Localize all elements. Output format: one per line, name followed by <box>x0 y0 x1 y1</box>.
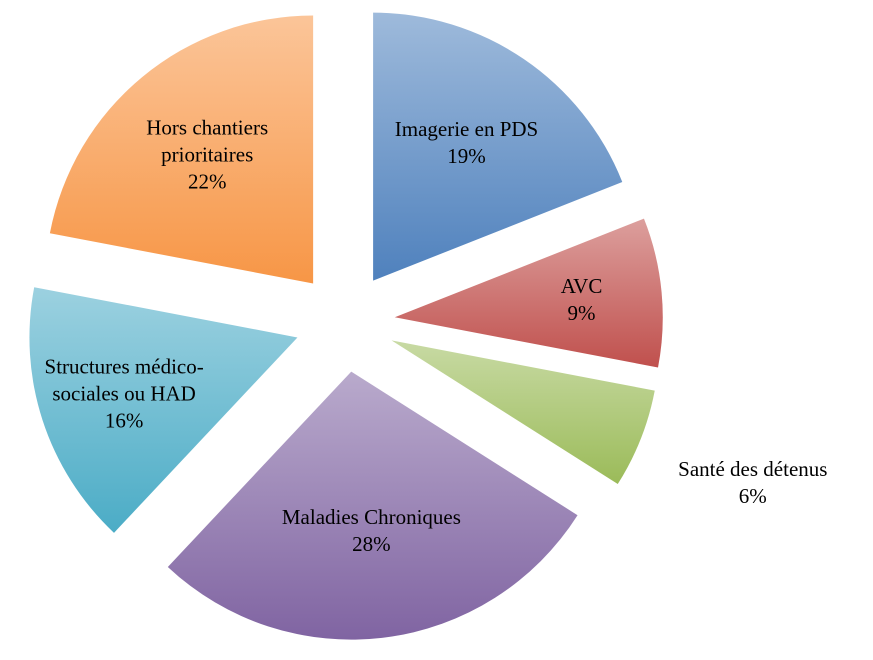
value-label: 19% <box>447 144 486 169</box>
slice-label: AVC 9% <box>542 273 622 327</box>
value-label: 9% <box>567 300 596 325</box>
slice-label: Structures médico-sociales ou HAD 16% <box>44 353 204 434</box>
value-label: 28% <box>352 532 391 557</box>
slice-label: Maladies Chroniques 28% <box>256 504 486 558</box>
pie-slice <box>49 15 314 284</box>
category-label: Structures médico-sociales ou HAD <box>44 354 204 406</box>
pie-slice <box>373 12 623 281</box>
category-label: Imagerie en PDS <box>394 117 539 142</box>
value-label: 6% <box>738 484 767 509</box>
pie-slice <box>29 287 298 533</box>
pie-slice <box>167 371 578 640</box>
category-label: Maladies Chroniques <box>281 505 461 530</box>
slice-label: Santé des détenus 6% <box>653 456 853 510</box>
value-label: 16% <box>104 408 144 433</box>
category-label: AVC <box>560 273 603 298</box>
category-label: Hors chantiers prioritaires <box>146 115 269 167</box>
slice-label: Hors chantiers prioritaires 22% <box>127 115 287 196</box>
category-label: Santé des détenus <box>678 457 828 482</box>
slice-label: Imagerie en PDS 19% <box>381 116 551 170</box>
pie-slice <box>394 218 663 368</box>
pie-slice <box>391 340 655 485</box>
value-label: 22% <box>187 169 227 194</box>
